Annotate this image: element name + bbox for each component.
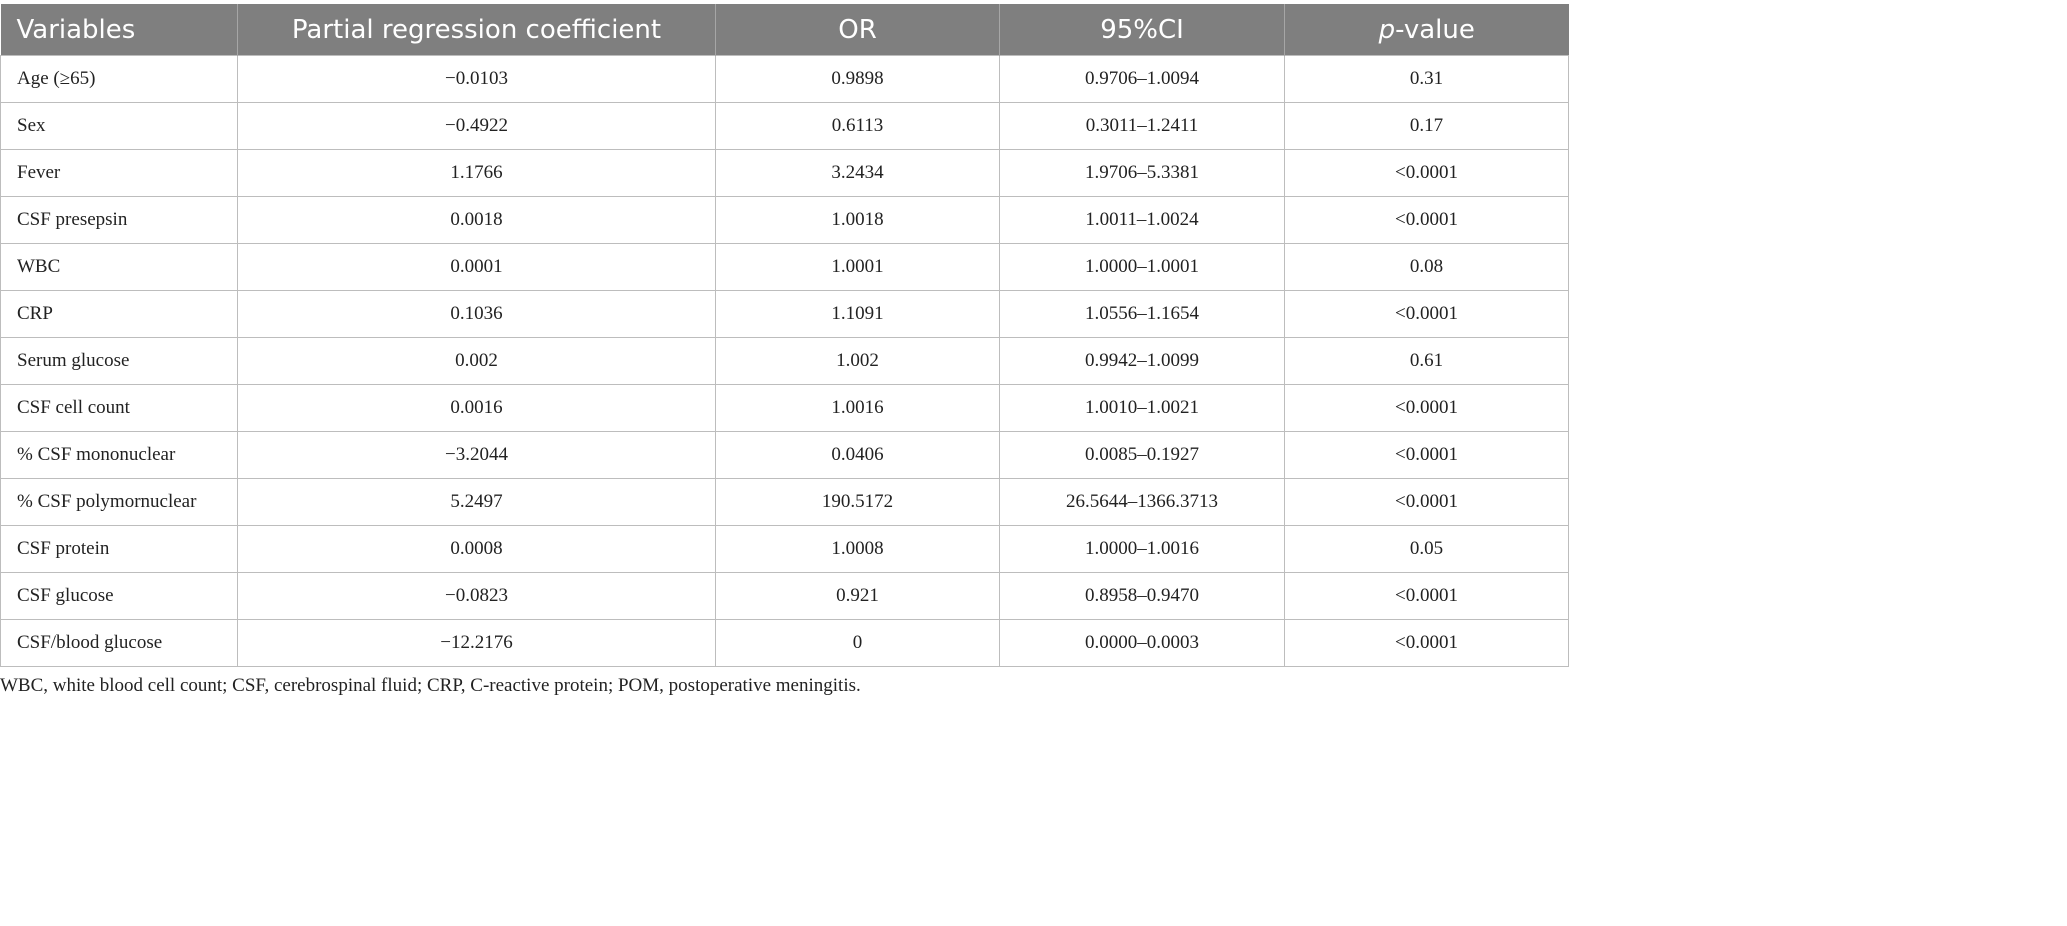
cell-variable: WBC: [0, 243, 238, 291]
header-partial-regression-coefficient: Partial regression coefficient: [237, 4, 716, 56]
cell-variable: CRP: [0, 290, 238, 338]
cell-variable: Age (≥65): [0, 55, 238, 103]
cell-ci: 1.0556–1.1654: [999, 290, 1285, 338]
cell-p-value: 0.08: [1284, 243, 1569, 291]
cell-p-value: 0.31: [1284, 55, 1569, 103]
cell-ci: 0.9706–1.0094: [999, 55, 1285, 103]
cell-or: 0.0406: [715, 431, 1000, 479]
cell-coefficient: −3.2044: [237, 431, 716, 479]
cell-or: 1.002: [715, 337, 1000, 385]
cell-p-value: 0.17: [1284, 102, 1569, 150]
cell-coefficient: 0.0016: [237, 384, 716, 432]
table-row: CSF protein 0.0008 1.0008 1.0000–1.0016 0.05: [0, 525, 1569, 573]
table-body: Age (≥65) −0.0103 0.9898 0.9706–1.0094 0.31 S…: [0, 55, 1569, 667]
cell-ci: 1.0010–1.0021: [999, 384, 1285, 432]
cell-p-value: <0.0001: [1284, 619, 1569, 667]
cell-p-value: <0.0001: [1284, 431, 1569, 479]
cell-coefficient: 0.0001: [237, 243, 716, 291]
header-p-suffix: -value: [1395, 14, 1475, 45]
table-footnote: WBC, white blood cell count; CSF, cerebr…: [0, 675, 861, 696]
cell-ci: 0.9942–1.0099: [999, 337, 1285, 385]
cell-p-value: <0.0001: [1284, 572, 1569, 620]
cell-coefficient: 0.1036: [237, 290, 716, 338]
cell-or: 1.0008: [715, 525, 1000, 573]
cell-ci: 1.0011–1.0024: [999, 196, 1285, 244]
cell-or: 1.0001: [715, 243, 1000, 291]
table-row: Sex −0.4922 0.6113 0.3011–1.2411 0.17: [0, 102, 1569, 150]
header-95ci: 95%CI: [999, 4, 1285, 56]
cell-ci: 0.0085–0.1927: [999, 431, 1285, 479]
cell-ci: 0.0000–0.0003: [999, 619, 1285, 667]
cell-or: 1.0018: [715, 196, 1000, 244]
cell-coefficient: −0.0103: [237, 55, 716, 103]
cell-ci: 0.3011–1.2411: [999, 102, 1285, 150]
cell-coefficient: 0.0008: [237, 525, 716, 573]
cell-variable: CSF presepsin: [0, 196, 238, 244]
cell-coefficient: 5.2497: [237, 478, 716, 526]
cell-or: 0: [715, 619, 1000, 667]
table-row: CSF cell count 0.0016 1.0016 1.0010–1.0021 <…: [0, 384, 1569, 432]
cell-p-value: 0.61: [1284, 337, 1569, 385]
cell-p-value: <0.0001: [1284, 149, 1569, 197]
regression-table-container: Variables Partial regression coefficient…: [0, 4, 1569, 667]
table-row: CRP 0.1036 1.1091 1.0556–1.1654 <0.0001: [0, 290, 1569, 338]
cell-coefficient: −0.4922: [237, 102, 716, 150]
cell-variable: Fever: [0, 149, 238, 197]
header-p-italic: p: [1378, 14, 1396, 45]
table-row: WBC 0.0001 1.0001 1.0000–1.0001 0.08: [0, 243, 1569, 291]
cell-or: 3.2434: [715, 149, 1000, 197]
table-row: CSF/blood glucose −12.2176 0 0.0000–0.0003 <…: [0, 619, 1569, 667]
cell-coefficient: 0.002: [237, 337, 716, 385]
cell-ci: 26.5644–1366.3713: [999, 478, 1285, 526]
cell-coefficient: −0.0823: [237, 572, 716, 620]
cell-variable: CSF glucose: [0, 572, 238, 620]
header-variables: Variables: [0, 4, 238, 56]
table-row: Serum glucose 0.002 1.002 0.9942–1.0099 0.61: [0, 337, 1569, 385]
cell-p-value: <0.0001: [1284, 478, 1569, 526]
cell-p-value: <0.0001: [1284, 384, 1569, 432]
cell-coefficient: 1.1766: [237, 149, 716, 197]
cell-variable: CSF/blood glucose: [0, 619, 238, 667]
cell-or: 190.5172: [715, 478, 1000, 526]
cell-variable: % CSF mononuclear: [0, 431, 238, 479]
table-row: Age (≥65) −0.0103 0.9898 0.9706–1.0094 0.31: [0, 55, 1569, 103]
cell-or: 0.921: [715, 572, 1000, 620]
cell-or: 0.6113: [715, 102, 1000, 150]
cell-variable: CSF cell count: [0, 384, 238, 432]
table-row: CSF presepsin 0.0018 1.0018 1.0011–1.0024 <0…: [0, 196, 1569, 244]
table-row: % CSF polymornuclear 5.2497 190.5172 26.564…: [0, 478, 1569, 526]
cell-ci: 1.9706–5.3381: [999, 149, 1285, 197]
header-or: OR: [715, 4, 1000, 56]
cell-ci: 1.0000–1.0001: [999, 243, 1285, 291]
cell-or: 1.1091: [715, 290, 1000, 338]
regression-table: Variables Partial regression coefficient…: [0, 4, 1569, 667]
cell-p-value: <0.0001: [1284, 196, 1569, 244]
cell-coefficient: −12.2176: [237, 619, 716, 667]
cell-variable: Serum glucose: [0, 337, 238, 385]
cell-variable: Sex: [0, 102, 238, 150]
cell-ci: 1.0000–1.0016: [999, 525, 1285, 573]
cell-coefficient: 0.0018: [237, 196, 716, 244]
cell-p-value: 0.05: [1284, 525, 1569, 573]
table-row: CSF glucose −0.0823 0.921 0.8958–0.9470 <0.0…: [0, 572, 1569, 620]
cell-or: 0.9898: [715, 55, 1000, 103]
cell-variable: CSF protein: [0, 525, 238, 573]
table-header-row: Variables Partial regression coefficient…: [0, 4, 1569, 56]
cell-variable: % CSF polymornuclear: [0, 478, 238, 526]
header-p-value: p-value: [1284, 4, 1569, 56]
table-row: Fever 1.1766 3.2434 1.9706–5.3381 <0.0001: [0, 149, 1569, 197]
cell-or: 1.0016: [715, 384, 1000, 432]
cell-ci: 0.8958–0.9470: [999, 572, 1285, 620]
table-row: % CSF mononuclear −3.2044 0.0406 0.0085–0.1…: [0, 431, 1569, 479]
cell-p-value: <0.0001: [1284, 290, 1569, 338]
